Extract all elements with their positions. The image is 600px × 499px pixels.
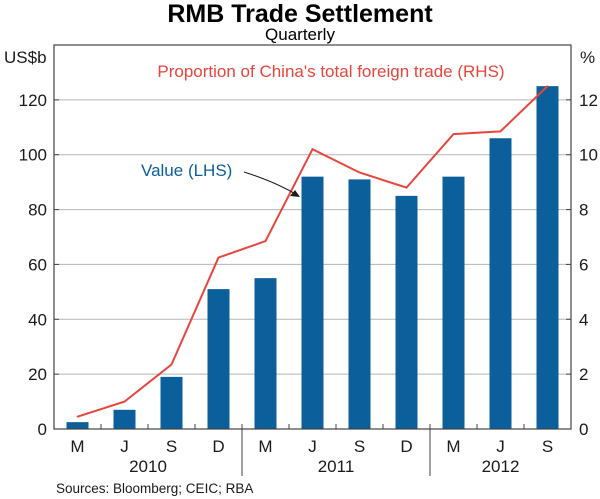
left-tick-label: 60 bbox=[28, 255, 47, 274]
left-tick-label: 100 bbox=[19, 146, 47, 165]
chart-source: Sources: Bloomberg; CEIC; RBA bbox=[56, 481, 253, 496]
year-label: 2011 bbox=[318, 457, 355, 476]
proportion-point bbox=[170, 363, 173, 366]
left-tick-label: 0 bbox=[38, 420, 47, 439]
value-bar bbox=[113, 409, 136, 429]
value-bars bbox=[66, 86, 559, 430]
value-label-arrowhead bbox=[290, 190, 300, 197]
value-bar bbox=[536, 86, 559, 430]
x-tick-label: S bbox=[542, 437, 553, 456]
x-tick-label: D bbox=[400, 437, 412, 456]
left-axis-ticks: 0 20 40 60 80 100 120 bbox=[19, 91, 59, 439]
value-bar bbox=[348, 179, 371, 429]
year-label: 2010 bbox=[129, 457, 167, 476]
left-axis-unit: US$b bbox=[4, 48, 47, 67]
plot-frame bbox=[53, 44, 572, 430]
value-series-label: Value (LHS) bbox=[141, 161, 232, 180]
proportion-point bbox=[264, 240, 267, 242]
year-label: 2012 bbox=[482, 457, 520, 476]
x-tick-label: M bbox=[70, 437, 84, 456]
value-bar bbox=[254, 278, 277, 429]
right-tick-label: 2 bbox=[579, 365, 588, 384]
proportion-point bbox=[217, 256, 220, 259]
x-tick-label: D bbox=[212, 437, 224, 456]
proportion-point bbox=[123, 400, 126, 403]
proportion-point bbox=[499, 130, 502, 133]
x-tick-label: S bbox=[166, 437, 177, 456]
x-tick-label: J bbox=[120, 437, 129, 456]
value-bar bbox=[442, 176, 465, 429]
right-tick-label: 8 bbox=[579, 201, 588, 220]
x-axis-years: 2010 2011 2012 bbox=[129, 429, 519, 476]
value-bar bbox=[66, 422, 89, 429]
proportion-line bbox=[76, 85, 549, 418]
x-tick-label: J bbox=[496, 437, 505, 456]
proportion-point bbox=[546, 85, 549, 87]
right-axis-unit: % bbox=[580, 48, 595, 67]
value-bar bbox=[207, 289, 230, 429]
right-tick-label: 0 bbox=[579, 420, 588, 439]
x-tick-label: J bbox=[308, 437, 317, 456]
value-bar bbox=[301, 176, 324, 429]
chart-title: RMB Trade Settlement bbox=[167, 0, 433, 28]
right-tick-label: 4 bbox=[579, 310, 588, 329]
value-label-pointer bbox=[243, 171, 298, 196]
proportion-point bbox=[452, 133, 455, 135]
proportion-point bbox=[76, 415, 79, 418]
x-tick-label: M bbox=[446, 437, 460, 456]
right-tick-label: 12 bbox=[579, 91, 598, 110]
value-bar bbox=[395, 195, 418, 429]
x-tick-label: M bbox=[258, 437, 272, 456]
proportion-point bbox=[405, 186, 408, 189]
left-tick-label: 20 bbox=[28, 365, 47, 384]
x-tick-label: S bbox=[354, 437, 365, 456]
right-tick-label: 6 bbox=[579, 255, 588, 274]
right-tick-label: 10 bbox=[579, 146, 598, 165]
left-tick-label: 120 bbox=[19, 91, 47, 110]
proportion-series-label: Proportion of China's total foreign trad… bbox=[157, 62, 504, 81]
proportion-point bbox=[358, 171, 361, 174]
chart-subtitle: Quarterly bbox=[265, 25, 335, 44]
left-tick-label: 40 bbox=[28, 310, 47, 329]
proportion-point bbox=[311, 148, 314, 151]
value-bar bbox=[160, 376, 183, 429]
value-bar bbox=[489, 138, 512, 429]
left-tick-label: 80 bbox=[28, 201, 47, 220]
right-axis-ticks: 0 2 4 6 8 10 12 bbox=[566, 91, 598, 439]
